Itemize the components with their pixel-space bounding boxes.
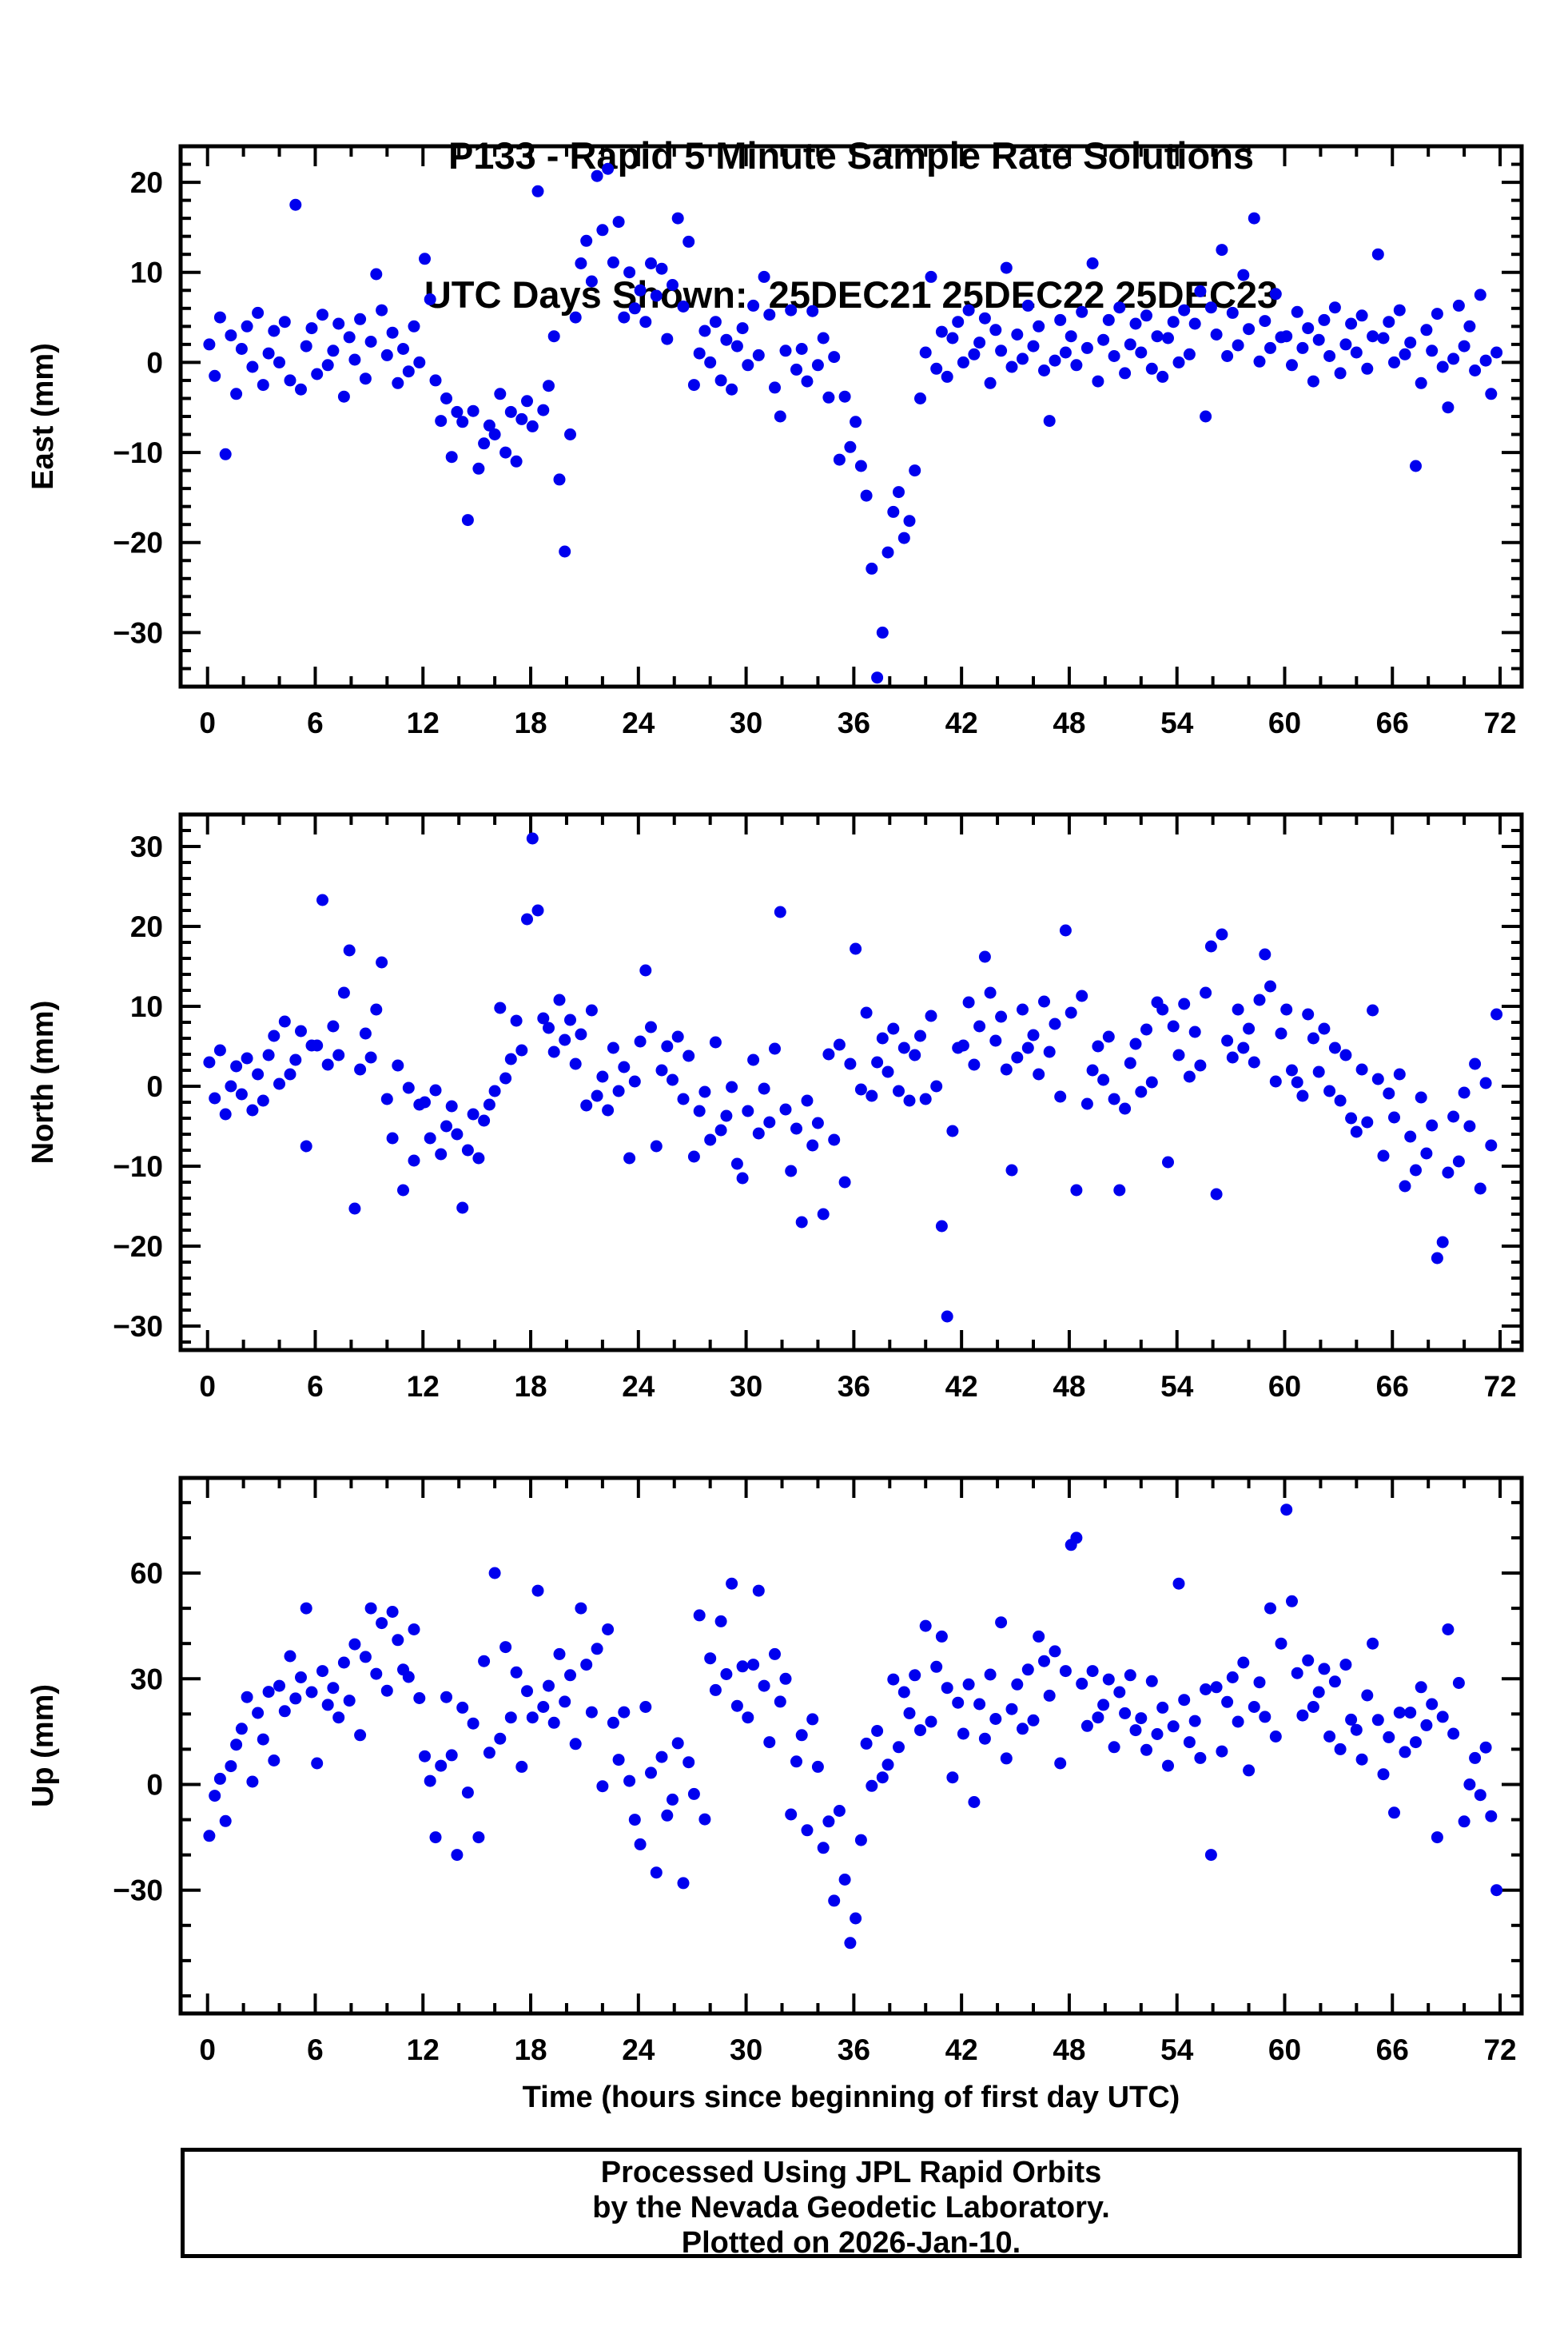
svg-text:0: 0 — [146, 1768, 163, 1801]
svg-text:−30: −30 — [113, 1310, 163, 1343]
svg-text:6: 6 — [307, 1370, 324, 1403]
svg-text:54: 54 — [1160, 2033, 1194, 2066]
footer-line3: Plotted on 2026-Jan-10. — [681, 2226, 1021, 2260]
svg-text:72: 72 — [1483, 1370, 1516, 1403]
svg-text:24: 24 — [622, 707, 655, 739]
svg-text:30: 30 — [130, 1663, 163, 1695]
svg-text:12: 12 — [407, 2033, 440, 2066]
svg-text:54: 54 — [1160, 1370, 1194, 1403]
tick-labels: 0 6 12 18 24 30 36 42 48 54 60 66 72 −30 −20 −10 0 10 20 30 — [113, 830, 1516, 1403]
svg-text:12: 12 — [407, 707, 440, 739]
svg-text:18: 18 — [514, 1370, 547, 1403]
svg-text:36: 36 — [838, 1370, 870, 1403]
svg-text:20: 20 — [130, 910, 163, 943]
scatter-points-north — [203, 832, 1503, 1323]
plot-frame — [178, 812, 1524, 1352]
svg-text:0: 0 — [146, 346, 163, 379]
footer-line2: by the Nevada Geodetic Laboratory. — [592, 2191, 1110, 2224]
svg-text:60: 60 — [1268, 707, 1301, 739]
tick-marks — [181, 145, 1522, 688]
svg-text:0: 0 — [199, 2033, 216, 2066]
svg-text:6: 6 — [307, 2033, 324, 2066]
x-axis-title: Time (hours since beginning of first day… — [523, 2081, 1180, 2114]
svg-text:66: 66 — [1376, 2033, 1409, 2066]
tick-marks — [181, 1478, 1522, 2013]
panel-east: 0 6 12 18 24 30 36 42 48 54 60 66 72 −30 −20 −10 0 10 20 Ea… — [26, 144, 1524, 739]
svg-text:10: 10 — [130, 990, 163, 1023]
svg-text:66: 66 — [1376, 1370, 1409, 1403]
svg-text:48: 48 — [1053, 1370, 1085, 1403]
svg-text:24: 24 — [622, 1370, 655, 1403]
svg-text:72: 72 — [1483, 2033, 1516, 2066]
y-axis-label-east: East (mm) — [26, 343, 60, 490]
plot-frame — [178, 1476, 1524, 2016]
svg-text:36: 36 — [838, 2033, 870, 2066]
svg-text:20: 20 — [130, 166, 163, 199]
svg-text:60: 60 — [130, 1557, 163, 1590]
svg-text:48: 48 — [1053, 2033, 1085, 2066]
footer-line1: Processed Using JPL Rapid Orbits — [600, 2156, 1102, 2189]
svg-text:42: 42 — [945, 1370, 978, 1403]
plot-frame — [178, 144, 1524, 689]
svg-text:−30: −30 — [113, 1874, 163, 1907]
svg-text:18: 18 — [514, 707, 547, 739]
y-axis-label-up: Up (mm) — [26, 1684, 60, 1807]
svg-text:0: 0 — [199, 707, 216, 739]
svg-text:42: 42 — [945, 2033, 978, 2066]
svg-text:−30: −30 — [113, 616, 163, 649]
svg-text:30: 30 — [730, 2033, 762, 2066]
svg-text:60: 60 — [1268, 2033, 1301, 2066]
processing-note-box: Processed Using JPL Rapid Orbits by the … — [181, 2148, 1522, 2260]
chart-title: P133 - Rapid 5 Minute Sample Rate Soluti… — [448, 134, 1255, 177]
svg-text:18: 18 — [514, 2033, 547, 2066]
tick-labels: 0 6 12 18 24 30 36 42 48 54 60 66 72 −30 0 30 60 — [113, 1557, 1516, 2066]
svg-text:66: 66 — [1376, 707, 1409, 739]
tick-labels: 0 6 12 18 24 30 36 42 48 54 60 66 72 −30 −20 −10 0 10 20 — [113, 166, 1516, 739]
panel-north: 0 6 12 18 24 30 36 42 48 54 60 66 72 −30 −20 −10 0 10 20 30… — [26, 812, 1524, 1403]
svg-text:10: 10 — [130, 257, 163, 289]
svg-text:36: 36 — [838, 707, 870, 739]
tick-marks — [181, 813, 1522, 1350]
svg-text:−10: −10 — [113, 1150, 163, 1183]
svg-text:30: 30 — [730, 1370, 762, 1403]
svg-text:30: 30 — [730, 707, 762, 739]
svg-text:72: 72 — [1483, 707, 1516, 739]
svg-text:24: 24 — [622, 2033, 655, 2066]
svg-text:0: 0 — [146, 1070, 163, 1103]
svg-text:48: 48 — [1053, 707, 1085, 739]
y-axis-label-north: North (mm) — [26, 1001, 60, 1165]
svg-text:12: 12 — [407, 1370, 440, 1403]
svg-text:0: 0 — [199, 1370, 216, 1403]
scatter-points-up — [203, 1504, 1503, 1950]
svg-text:42: 42 — [945, 707, 978, 739]
svg-text:−20: −20 — [113, 1230, 163, 1263]
svg-text:54: 54 — [1160, 707, 1194, 739]
svg-text:60: 60 — [1268, 1370, 1301, 1403]
panel-up: 0 6 12 18 24 30 36 42 48 54 60 66 72 −30 0 30 60 Up (mm) — [26, 1476, 1524, 2066]
svg-text:−20: −20 — [113, 527, 163, 560]
svg-text:−10: −10 — [113, 436, 163, 469]
svg-text:6: 6 — [307, 707, 324, 739]
scatter-points-east — [203, 162, 1503, 684]
svg-text:30: 30 — [130, 830, 163, 863]
title-block: P133 - Rapid 5 Minute Sample Rate Soluti… — [181, 40, 1522, 411]
